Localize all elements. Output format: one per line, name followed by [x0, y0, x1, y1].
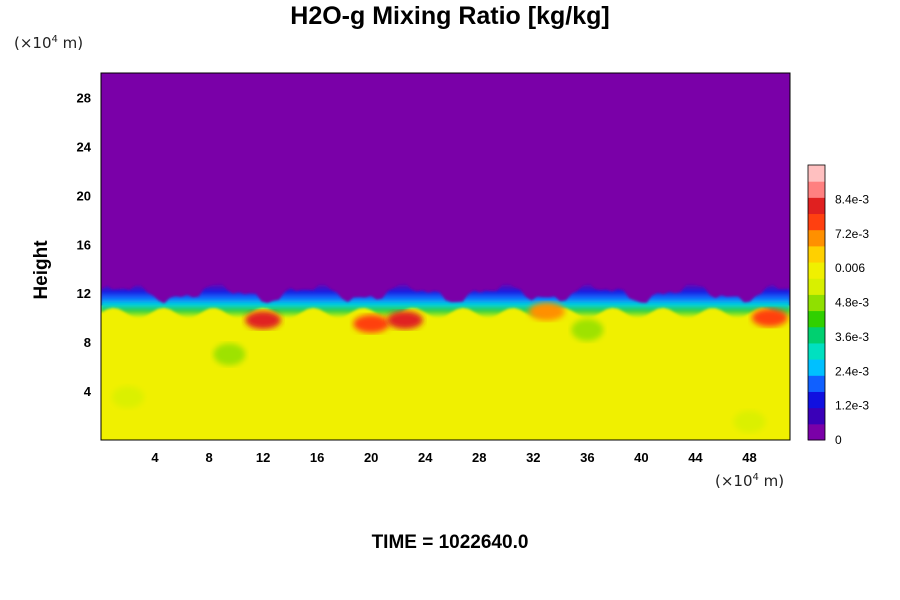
colorbar-segment: [808, 165, 825, 182]
y-tick-labels: 4 8 12 16 20 24 28: [77, 90, 92, 399]
colorbar-segment: [808, 375, 825, 392]
x-unit-exp: 4: [752, 472, 759, 483]
y-tick-label: 20: [77, 188, 91, 203]
x-unit-prefix: (×10: [715, 472, 753, 490]
colorbar-segment: [808, 407, 825, 425]
y-unit-prefix: (×10: [14, 34, 52, 52]
x-tick-label: 4: [151, 450, 159, 465]
colorbar-segment: [808, 342, 825, 360]
x-tick-label: 32: [526, 450, 540, 465]
colorbar-segment: [808, 229, 825, 247]
colorbar-tick-label: 1.2e-3: [835, 399, 869, 413]
colorbar: 0 1.2e-3 2.4e-3 3.6e-3 4.8e-3 0.006 7.2e-3 8.4e…: [807, 164, 869, 447]
y-tick-label: 16: [77, 237, 91, 252]
x-unit-label: (×104 m): [715, 472, 784, 490]
moist-region: [101, 305, 790, 440]
colorbar-segment: [808, 213, 825, 231]
colorbar-segment: [808, 181, 825, 198]
time-label: TIME = 1022640.0: [371, 532, 529, 553]
moist-patch: [751, 308, 788, 327]
y-tick-label: 12: [77, 286, 91, 301]
colorbar-tick-label: 7.2e-3: [835, 227, 869, 241]
x-tick-label: 40: [634, 450, 648, 465]
x-tick-label: 24: [418, 450, 433, 465]
colorbar-segment: [808, 262, 825, 279]
x-tick-label: 28: [472, 450, 486, 465]
colorbar-tick-label: 3.6e-3: [835, 330, 869, 344]
y-tick-label: 24: [77, 139, 92, 154]
chart-title: H2O-g Mixing Ratio [kg/kg]: [290, 2, 610, 30]
moist-patch: [386, 311, 423, 330]
x-tick-label: 12: [256, 450, 270, 465]
y-tick-label: 8: [84, 335, 91, 350]
y-unit-suffix: m): [57, 34, 84, 52]
colorbar-segment: [808, 310, 825, 328]
y-unit-exp: 4: [51, 34, 58, 45]
y-tick-label: 4: [84, 384, 92, 399]
colorbar-segment: [808, 359, 825, 376]
colorbar-frame: [807, 164, 826, 441]
x-tick-labels: 4 8 12 16 20 24 28 32 36 40 44 48: [151, 450, 756, 465]
x-tick-label: 48: [742, 450, 756, 465]
dry-patch: [213, 343, 246, 366]
colorbar-segment: [808, 197, 825, 215]
colorbar-segment: [808, 278, 825, 295]
x-tick-label: 44: [688, 450, 703, 465]
colorbar-tick-label: 0.006: [835, 261, 865, 275]
moist-patch: [353, 314, 390, 333]
colorbar-segment: [808, 245, 825, 263]
moist-patch: [528, 302, 565, 321]
x-unit-suffix: m): [758, 472, 785, 490]
colorbar-tick-label: 8.4e-3: [835, 192, 869, 206]
y-unit-label: (×104 m): [14, 34, 83, 52]
dry-patch: [571, 318, 604, 341]
transition-band: [101, 282, 790, 318]
colorbar-tick-label: 2.4e-3: [835, 364, 869, 378]
colorbar-segment: [808, 391, 825, 409]
x-tick-label: 8: [205, 450, 212, 465]
colorbar-segment: [808, 294, 825, 312]
colorbar-segment: [808, 423, 825, 441]
dry-patch: [112, 386, 145, 409]
colorbar-segment: [808, 326, 825, 344]
x-tick-label: 36: [580, 450, 594, 465]
x-tick-label: 16: [310, 450, 324, 465]
y-tick-label: 28: [77, 90, 91, 105]
moist-patch: [245, 311, 282, 330]
dry-patch: [733, 410, 766, 433]
colorbar-tick-label: 0: [835, 433, 842, 447]
x-tick-label: 20: [364, 450, 378, 465]
colorbar-tick-label: 4.8e-3: [835, 296, 869, 310]
field-layer: [101, 73, 790, 440]
plot-frame: [100, 72, 791, 441]
